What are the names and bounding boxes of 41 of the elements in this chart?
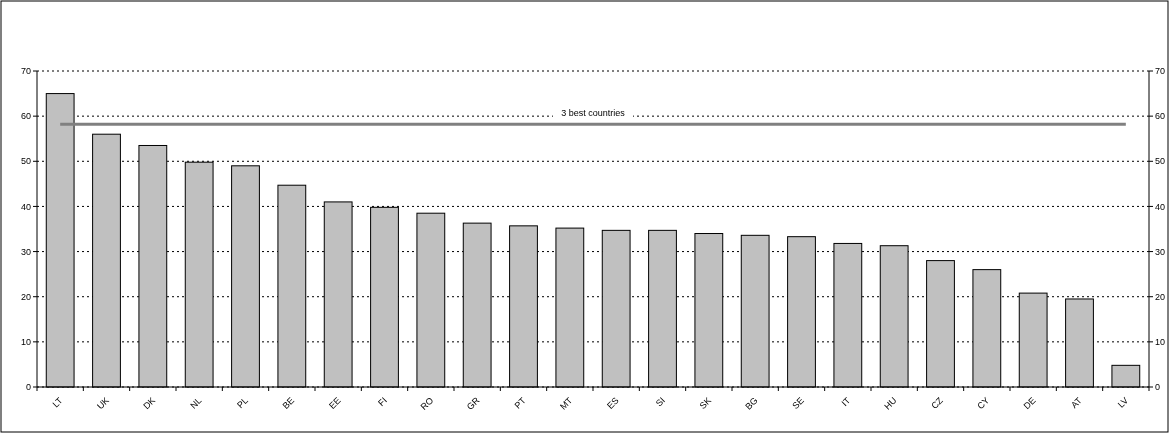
x-tick-label: MT	[557, 394, 575, 412]
y-tick-label: 20	[20, 291, 31, 302]
x-tick-label: AT	[1069, 395, 1085, 411]
x-tick-label: RO	[418, 395, 436, 412]
y-tick-label: 0	[25, 382, 31, 393]
x-tick-label: GR	[464, 394, 482, 412]
x-tick-label: LT	[50, 394, 65, 410]
x-tick-label: SK	[697, 395, 714, 411]
y2-tick-label: 0	[1155, 382, 1161, 393]
x-tick-label: HU	[882, 395, 899, 412]
x-tick-label: FI	[376, 395, 389, 409]
x-tick-label: CY	[975, 395, 992, 412]
x-tick-label: BE	[280, 395, 297, 411]
x-tick-label: LV	[1115, 395, 1131, 410]
x-tick-label: EE	[327, 395, 343, 411]
y2-tick-label: 50	[1155, 156, 1166, 167]
x-tick-label: NL	[188, 395, 204, 411]
y-tick-label: 70	[20, 66, 31, 77]
y-tick-label: 60	[20, 111, 31, 122]
y2-tick-label: 60	[1155, 111, 1166, 122]
x-tick-label: DK	[141, 395, 158, 412]
y-tick-label: 10	[20, 337, 31, 348]
y2-tick-label: 70	[1155, 66, 1166, 77]
x-tick-label: BG	[743, 395, 760, 412]
y2-tick-label: 10	[1155, 337, 1166, 348]
x-tick-label: DE	[1021, 395, 1038, 412]
y2-tick-label: 40	[1155, 201, 1166, 212]
y2-tick-label: 30	[1155, 246, 1166, 257]
y-tick-label: 50	[20, 156, 31, 167]
x-tick-label: IT	[839, 394, 853, 409]
x-tick-label: SI	[653, 395, 667, 409]
x-tick-label: ES	[605, 395, 621, 411]
y2-tick-label: 20	[1155, 291, 1166, 302]
x-tick-label: PL	[235, 395, 250, 411]
y-tick-label: 40	[20, 201, 31, 212]
x-tick-label: SE	[790, 395, 806, 411]
x-tick-label: CZ	[929, 394, 946, 411]
x-tick-label: UK	[94, 395, 111, 412]
y-tick-label: 30	[20, 246, 31, 257]
ref-line-label: 3 best countries	[561, 108, 626, 119]
x-tick-label: PT	[512, 395, 529, 411]
